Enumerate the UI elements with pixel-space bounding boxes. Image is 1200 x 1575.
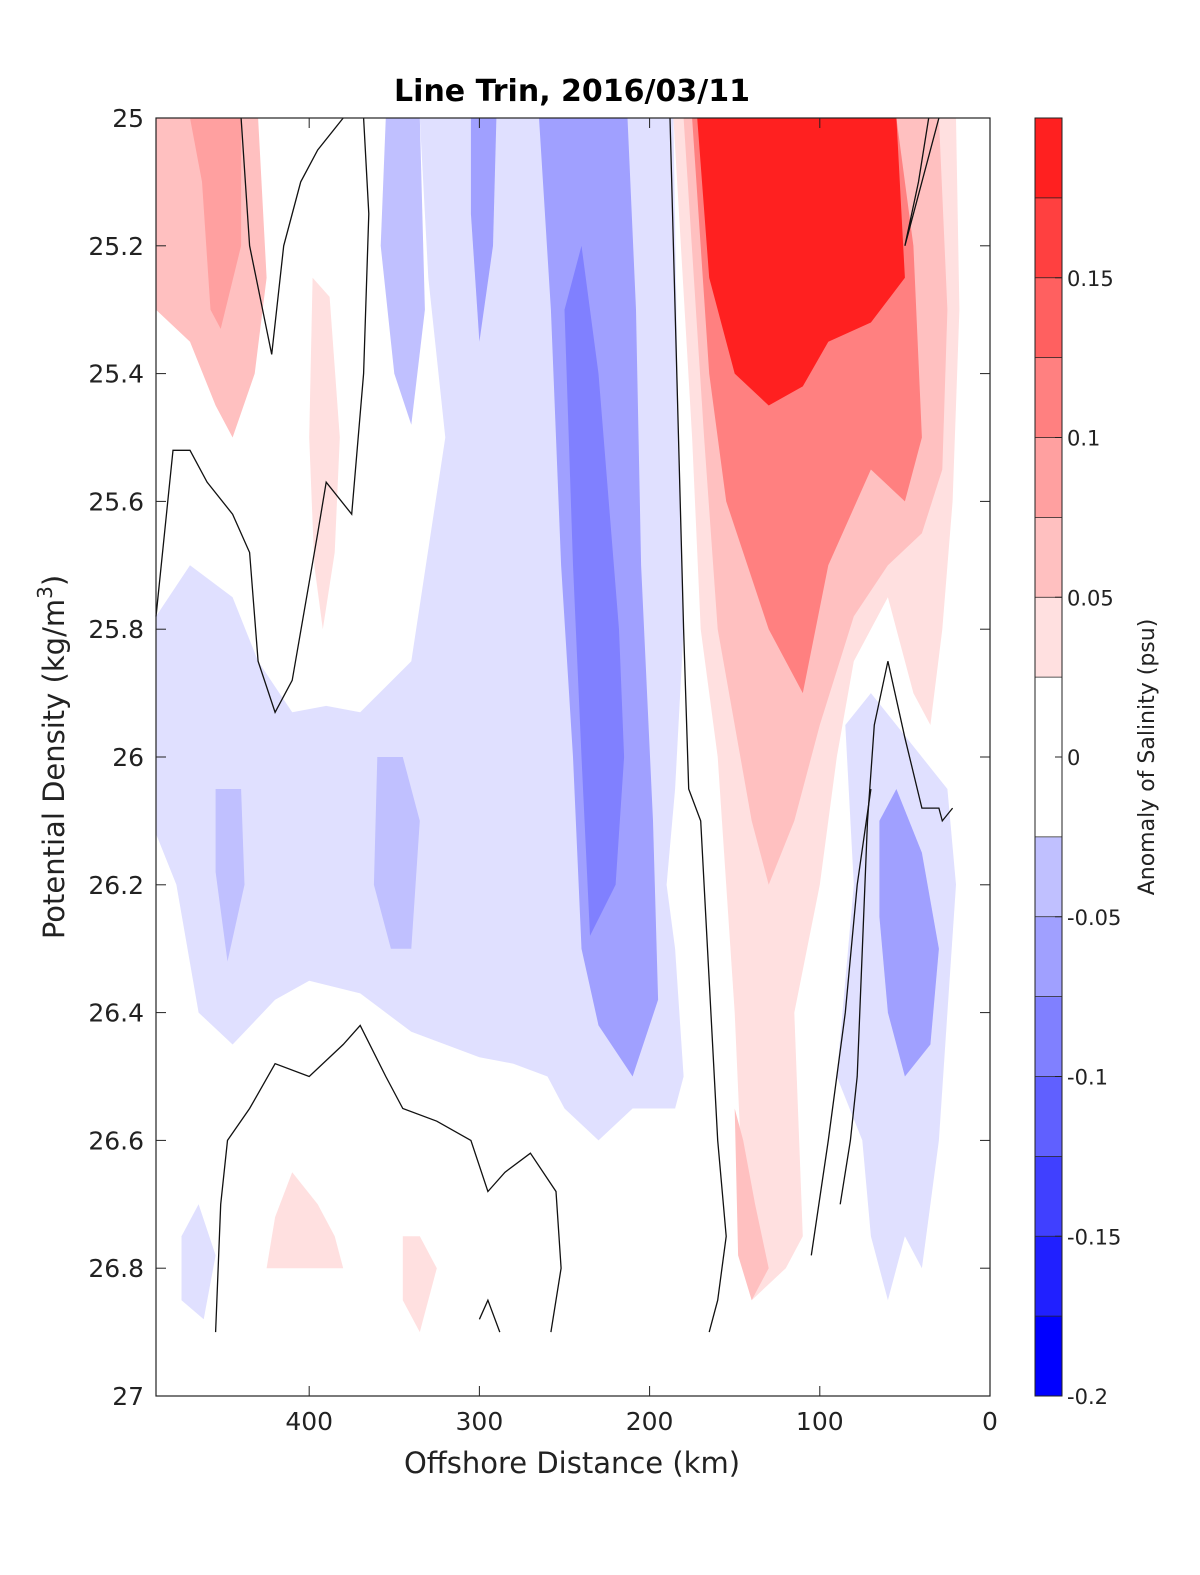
colorbar-swatch — [1035, 517, 1062, 598]
region-cool-streak-450 — [215, 789, 245, 962]
y-axis-label: Potential Density (kg/m3) — [33, 575, 71, 939]
zero-contour-coastal — [904, 117, 940, 246]
region-cool-core-coastal — [879, 789, 939, 1077]
colorbar-tick-label: -0.05 — [1067, 906, 1121, 930]
colorbar-tick-label: -0.1 — [1067, 1066, 1108, 1090]
colorbar-swatch — [1035, 197, 1062, 279]
region-cool-upper-offshore-streak — [470, 118, 497, 342]
y-tick-label: 26.4 — [88, 999, 144, 1028]
y-tick-label: 25 — [112, 104, 144, 133]
colorbar-swatch — [1035, 597, 1062, 678]
colorbar-swatch — [1035, 1076, 1062, 1157]
colorbar: 0.15 0.1 0.05 0 -0.05 -0.1 -0.15 -0.2 — [1034, 117, 1121, 1409]
region-cool-patch-350 — [373, 757, 420, 949]
region-warm-max-core — [697, 118, 905, 406]
colorbar-swatches — [1035, 118, 1062, 1397]
colorbar-tick-label: 0.1 — [1067, 427, 1100, 451]
colorbar-swatch — [1035, 996, 1062, 1077]
region-cool-streak-upper-350 — [380, 118, 425, 425]
y-axis-label-main: Potential Density (kg/m — [37, 599, 71, 939]
x-tick-label: 300 — [456, 1407, 504, 1436]
zero-contours — [155, 117, 954, 1333]
plot-area: 400 300 200 100 0 25 25.2 25.4 25.6 25.8 26 26.2 26… — [88, 104, 998, 1436]
x-tick-label: 400 — [285, 1407, 333, 1436]
y-tick-label: 26.8 — [88, 1254, 144, 1283]
y-tick-label: 25.8 — [88, 615, 144, 644]
colorbar-tick-label: 0 — [1067, 746, 1080, 770]
x-tick-label: 0 — [982, 1407, 998, 1436]
y-tick-label: 27 — [112, 1382, 144, 1411]
region-warm-patch-deep-400 — [266, 1172, 344, 1269]
y-axis-label-superscript: 3 — [33, 586, 57, 599]
x-axis-ticks: 400 300 200 100 0 — [285, 118, 998, 1436]
colorbar-ticks: 0.15 0.1 0.05 0 -0.05 -0.1 -0.15 -0.2 — [1055, 267, 1121, 1409]
x-tick-label: 100 — [796, 1407, 844, 1436]
region-cool-deep-core — [564, 245, 625, 936]
colorbar-swatch — [1035, 836, 1062, 918]
y-tick-label: 25.2 — [88, 232, 144, 261]
y-axis-label-close: ) — [37, 575, 71, 586]
colorbar-swatch — [1035, 1316, 1062, 1397]
colorbar-tick-label: 0.05 — [1067, 586, 1114, 610]
region-warm-patch-deep-340 — [402, 1236, 437, 1333]
zero-contour-shelf-break — [669, 117, 727, 1333]
y-tick-label: 26.6 — [88, 1126, 144, 1155]
colorbar-swatch — [1035, 118, 1062, 199]
colorbar-tick-label: -0.2 — [1067, 1385, 1108, 1409]
zero-contour-west-upper — [155, 117, 370, 714]
y-axis-ticks: 25 25.2 25.4 25.6 25.8 26 26.2 26.4 26.6 26.8 27 — [88, 104, 990, 1411]
colorbar-tick-label: 0.15 — [1067, 267, 1114, 291]
colorbar-swatch — [1035, 357, 1062, 438]
colorbar-swatch — [1035, 437, 1062, 518]
region-warm-patch-deep-shelf — [734, 1108, 769, 1301]
region-warm-core-far-offshore — [190, 118, 242, 329]
x-tick-label: 200 — [626, 1407, 674, 1436]
y-tick-label: 26.2 — [88, 871, 144, 900]
zero-contour-west-streak — [240, 117, 344, 355]
colorbar-swatch — [1035, 1236, 1062, 1317]
zero-contour-deep-mid — [478, 1298, 501, 1333]
chart-title: Line Trin, 2016/03/11 — [394, 74, 750, 109]
y-tick-label: 26 — [112, 743, 144, 772]
zero-contour-deep-offshore — [214, 1024, 562, 1333]
y-tick-label: 25.6 — [88, 487, 144, 516]
region-cool-band-west — [156, 118, 684, 1141]
colorbar-swatch — [1035, 1156, 1062, 1237]
zero-contour-coastal-inner — [839, 661, 954, 1205]
colorbar-swatch — [1035, 277, 1062, 359]
x-axis-label: Offshore Distance (km) — [404, 1446, 740, 1480]
region-cool-patch-south-offshore — [181, 1204, 216, 1320]
colorbar-tick-label: -0.15 — [1067, 1225, 1121, 1249]
y-tick-label: 25.4 — [88, 360, 144, 389]
colorbar-label: Anomaly of Salinity (psu) — [1135, 619, 1160, 896]
colorbar-swatch — [1035, 916, 1062, 998]
zero-contour-coastal-deep — [810, 788, 872, 1256]
